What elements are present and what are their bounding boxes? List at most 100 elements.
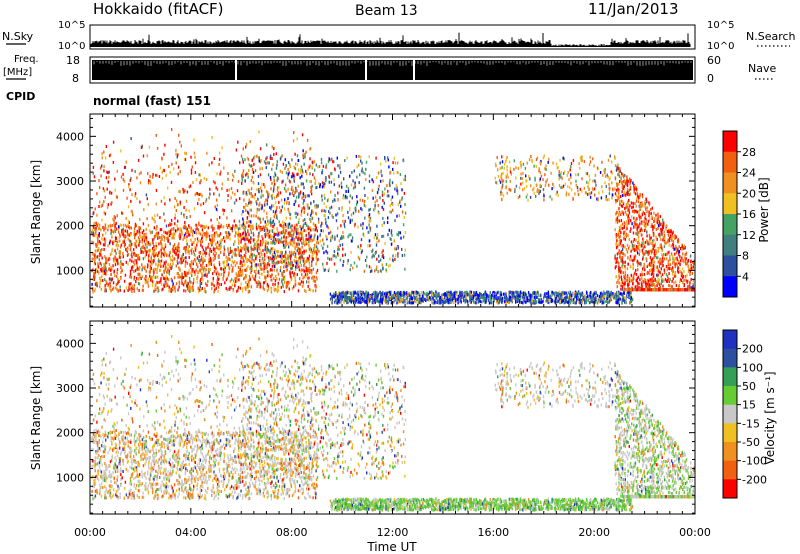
range-cell (253, 238, 256, 242)
range-cell (141, 250, 143, 254)
range-cell (246, 192, 248, 196)
range-cell (317, 257, 319, 261)
range-cell (312, 211, 314, 215)
range-cell (188, 255, 190, 259)
range-cell (119, 262, 121, 266)
range-cell (325, 165, 327, 169)
range-cell (181, 281, 183, 285)
range-cell (133, 289, 135, 293)
range-cell (299, 190, 302, 194)
range-cell (171, 128, 173, 131)
range-cell (265, 233, 267, 237)
range-cell (148, 229, 151, 233)
range-cell (228, 188, 230, 192)
nave-tick-bottom: 0 (707, 72, 714, 85)
range-cell (388, 294, 390, 298)
range-cell (588, 301, 591, 305)
range-cell (280, 236, 283, 240)
range-cell (308, 244, 310, 247)
range-cell (205, 282, 207, 286)
range-cell (183, 215, 185, 219)
range-cell (266, 270, 269, 274)
range-cell (265, 157, 267, 161)
range-cell (527, 291, 530, 294)
range-cell (257, 245, 259, 249)
range-cell (487, 298, 490, 302)
range-cell (286, 201, 288, 205)
range-cell (124, 223, 127, 227)
range-cell (251, 168, 254, 171)
range-cell (272, 255, 274, 259)
range-cell (92, 171, 94, 175)
range-cell (342, 247, 344, 251)
range-cell (234, 260, 236, 264)
range-cell (285, 189, 287, 193)
range-cell (241, 235, 243, 238)
range-cell (262, 249, 264, 253)
range-cell (249, 140, 251, 143)
range-cell (253, 244, 255, 248)
range-cell (240, 270, 242, 274)
range-cell (294, 282, 296, 286)
range-cell (273, 187, 275, 191)
range-cell (235, 148, 238, 152)
range-cell (250, 285, 253, 289)
range-cell (93, 257, 96, 261)
range-cell (289, 212, 292, 216)
range-cell (282, 179, 284, 183)
range-cell (293, 177, 295, 181)
range-cell (127, 205, 130, 209)
range-cell (397, 233, 400, 237)
range-cell (260, 228, 262, 232)
range-cell (168, 269, 171, 273)
range-cell (175, 282, 178, 286)
range-cell (266, 265, 269, 269)
range-cell (93, 175, 96, 179)
range-cell (207, 226, 209, 230)
range-cell (317, 217, 320, 221)
range-cell (161, 234, 163, 237)
range-cell (239, 286, 242, 290)
range-cell (291, 239, 294, 243)
range-cell (231, 191, 234, 195)
range-cell (265, 189, 268, 193)
range-cell (174, 287, 176, 291)
range-cell (179, 230, 181, 234)
range-cell (367, 244, 369, 248)
range-cell (389, 257, 391, 261)
range-cell (428, 291, 431, 295)
range-cell (338, 247, 340, 251)
range-cell (303, 257, 305, 261)
range-cell (387, 189, 389, 193)
range-cell (612, 292, 615, 295)
range-cell (288, 171, 290, 175)
range-cell (184, 232, 187, 236)
range-cell (258, 159, 260, 163)
range-cell (243, 224, 246, 228)
range-cell (263, 226, 266, 230)
range-cell (214, 231, 216, 235)
range-cell (304, 239, 306, 243)
range-cell (246, 234, 248, 238)
range-cell (202, 262, 204, 266)
range-cell (120, 175, 123, 179)
range-cell (476, 295, 479, 299)
range-cell (408, 301, 410, 305)
range-cell (259, 285, 262, 289)
range-cell (294, 190, 297, 194)
range-cell (271, 204, 273, 208)
range-cell (104, 212, 107, 216)
range-cell (178, 280, 180, 284)
range-cell (241, 260, 243, 264)
range-cell (202, 231, 204, 234)
range-cell (101, 203, 103, 207)
range-cell (269, 220, 271, 224)
range-cell (287, 161, 290, 164)
range-cell (484, 301, 486, 305)
range-cell (403, 178, 405, 182)
range-cell (198, 251, 200, 255)
range-cell (151, 238, 154, 242)
range-cell (284, 263, 286, 266)
range-cell (227, 194, 229, 198)
range-cell (243, 205, 245, 209)
